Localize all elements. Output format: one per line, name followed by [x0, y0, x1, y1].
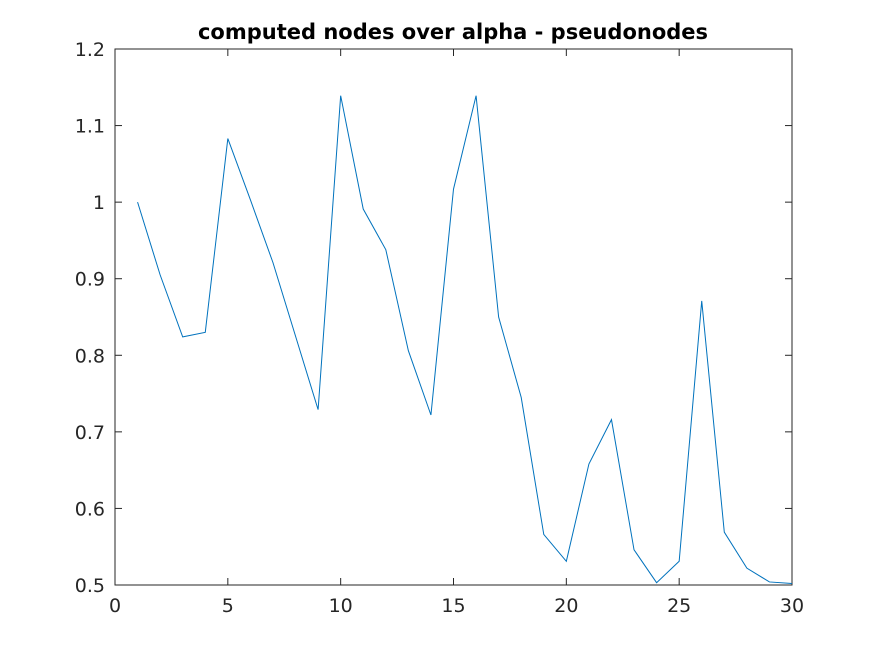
plot-area: 0 5 10 15 20 25 30 0.5 0.6 0.7 0.8 0.9 1 1.1 1.2 — [75, 39, 804, 617]
x-tick-label: 30 — [780, 595, 804, 617]
y-tick-label: 1 — [93, 192, 105, 214]
x-tick-label: 0 — [109, 595, 121, 617]
y-tick-label: 1.2 — [75, 39, 105, 61]
chart-title: computed nodes over alpha - pseudonodes — [198, 20, 708, 44]
y-tick-label: 0.7 — [75, 422, 105, 444]
y-tick-label: 0.6 — [75, 498, 105, 520]
y-tick-label: 1.1 — [75, 116, 105, 138]
axes-box — [114, 48, 793, 586]
x-tick-label: 5 — [222, 595, 234, 617]
y-tick-label: 0.8 — [75, 345, 105, 367]
y-tick-label: 0.9 — [75, 269, 105, 291]
x-tick-label: 10 — [329, 595, 353, 617]
x-tick-label: 20 — [554, 595, 578, 617]
y-tick-label: 0.5 — [75, 575, 105, 597]
x-tick-label: 15 — [441, 595, 465, 617]
x-tick-label: 25 — [667, 595, 691, 617]
series-line — [137, 95, 793, 584]
